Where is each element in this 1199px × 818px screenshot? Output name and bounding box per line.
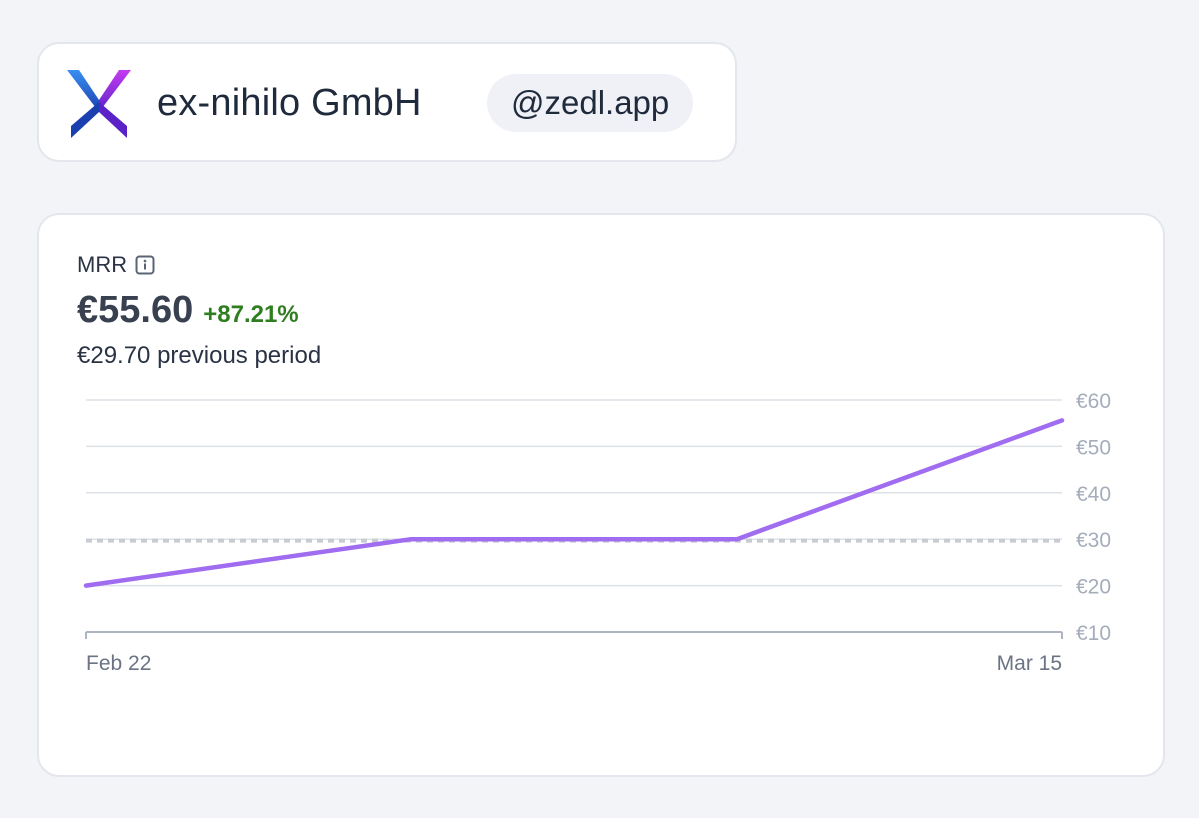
y-tick-label: €30 (1076, 529, 1111, 552)
mrr-series-line[interactable] (83, 418, 1065, 588)
metric-value-row: €55.60 +87.21% (77, 287, 299, 333)
metric-header: MRR (77, 251, 155, 279)
mrr-chart: €60 €50 €40 €30 €20 €10 Feb 22 Mar 15 (83, 390, 1111, 675)
mrr-card: €60 €50 €40 €30 €20 €10 Feb 22 Mar 15 MRR €55.… (37, 213, 1165, 777)
previous-period-text: €29.70 previous period (77, 342, 322, 369)
metric-label: MRR (77, 252, 128, 277)
y-tick-label: €40 (1076, 483, 1111, 506)
x-tick-label: Mar 15 (997, 652, 1062, 675)
y-tick-label: €50 (1076, 436, 1111, 459)
ex-nihilo-logo-icon (67, 70, 131, 138)
metric-value: €55.60 (77, 289, 194, 331)
metric-change: +87.21% (203, 301, 299, 328)
handle-badge[interactable]: @zedl.app (487, 74, 694, 132)
x-tick-label: Feb 22 (86, 652, 151, 675)
info-icon[interactable] (135, 255, 155, 275)
company-name: ex-nihilo GmbH (157, 82, 422, 124)
company-card[interactable]: ex-nihilo GmbH @zedl.app (37, 42, 737, 162)
y-tick-label: €60 (1076, 390, 1111, 413)
y-tick-label: €20 (1076, 576, 1111, 599)
y-tick-label: €10 (1076, 622, 1111, 645)
